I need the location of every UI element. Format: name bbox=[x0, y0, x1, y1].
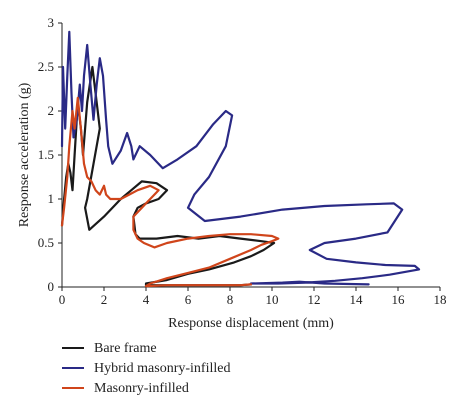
x-ticks: 0 2 4 6 8 10 12 14 16 18 bbox=[59, 287, 447, 307]
y-tick-label: 1 bbox=[48, 191, 55, 206]
legend-label: Bare frame bbox=[94, 341, 157, 356]
y-tick-label: 2 bbox=[48, 103, 55, 118]
series-lines bbox=[60, 30, 421, 288]
x-tick-label: 14 bbox=[350, 292, 364, 307]
x-axis-title: Response displacement (mm) bbox=[168, 316, 334, 331]
y-tick-label: 0.5 bbox=[38, 235, 54, 250]
legend-label: Hybrid masonry-infilled bbox=[94, 361, 230, 376]
legend-label: Masonry-infilled bbox=[94, 381, 189, 396]
x-tick-label: 0 bbox=[59, 292, 66, 307]
y-tick-label: 1.5 bbox=[38, 147, 54, 162]
y-tick-label: 0 bbox=[48, 279, 55, 294]
x-tick-label: 16 bbox=[392, 292, 406, 307]
series-line-hybrid-masonry-infilled bbox=[60, 30, 421, 286]
legend: Bare frame Hybrid masonry-infilled Masonry… bbox=[62, 341, 230, 396]
x-tick-label: 18 bbox=[434, 292, 447, 307]
y-ticks: 0 0.5 1 1.5 2 2.5 3 bbox=[38, 15, 62, 294]
x-tick-label: 8 bbox=[227, 292, 234, 307]
x-tick-label: 12 bbox=[308, 292, 321, 307]
y-tick-label: 2.5 bbox=[38, 59, 54, 74]
y-axis-title: Response acceleration (g) bbox=[17, 82, 32, 227]
x-tick-label: 10 bbox=[266, 292, 279, 307]
x-tick-label: 4 bbox=[143, 292, 150, 307]
y-tick-label: 3 bbox=[48, 15, 55, 30]
x-tick-label: 6 bbox=[185, 292, 192, 307]
series-line-masonry-infilled bbox=[60, 96, 280, 288]
x-tick-label: 2 bbox=[101, 292, 108, 307]
